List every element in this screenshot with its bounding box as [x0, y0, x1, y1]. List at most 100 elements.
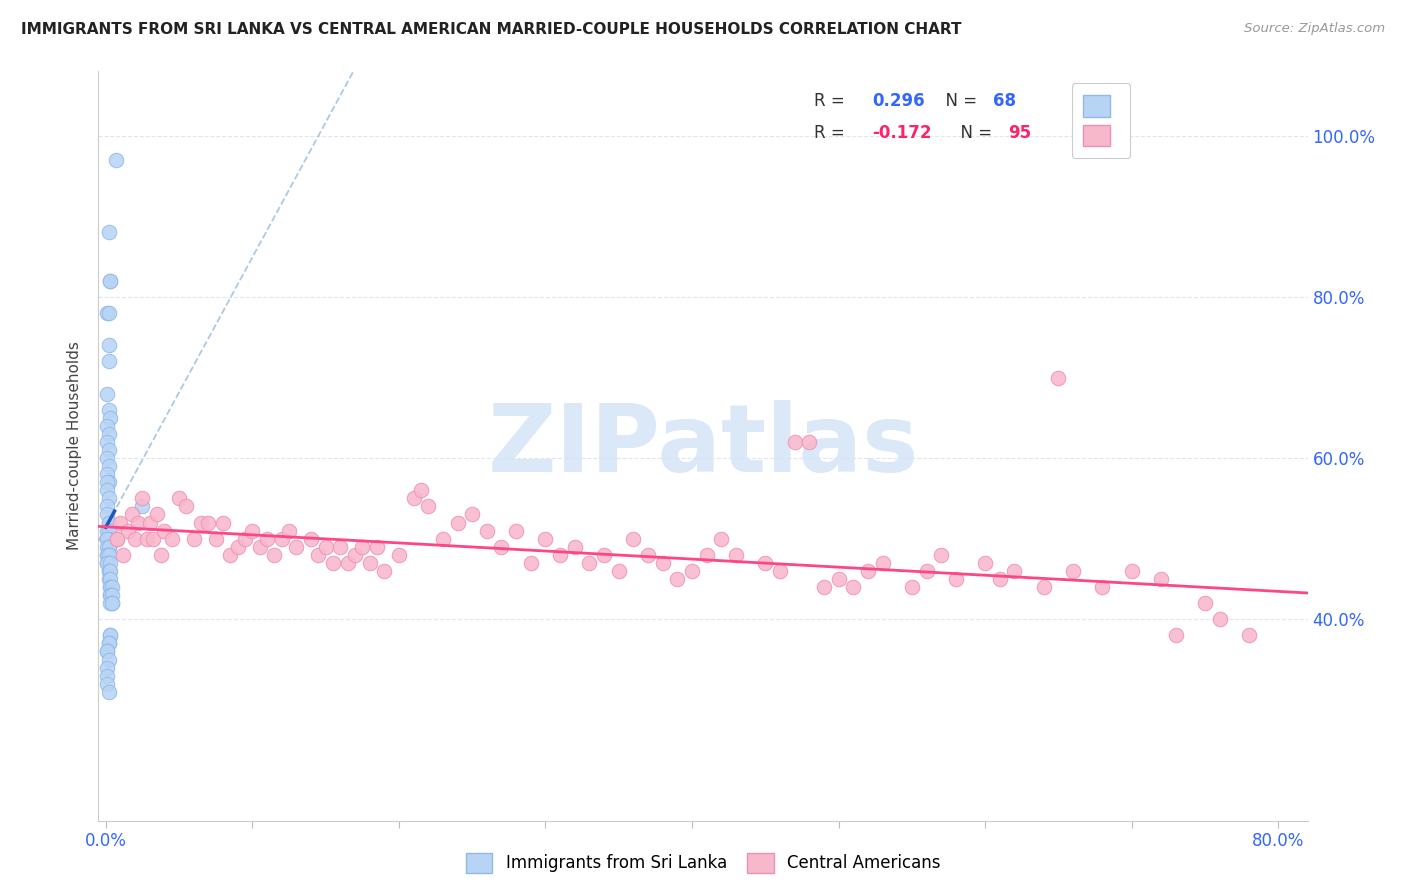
Text: R =: R =: [814, 124, 851, 142]
Point: [98, 628, 121, 642]
Point: [666, 572, 689, 586]
Point: [710, 532, 733, 546]
Point: [96, 475, 118, 490]
Point: [637, 548, 659, 562]
Point: [98, 588, 121, 602]
Point: [1164, 628, 1187, 642]
Point: [534, 532, 557, 546]
Point: [97, 652, 120, 666]
Point: [204, 532, 226, 546]
Legend: Immigrants from Sri Lanka, Central Americans: Immigrants from Sri Lanka, Central Ameri…: [458, 847, 948, 880]
Point: [96, 306, 118, 320]
Point: [100, 596, 122, 610]
Text: -0.172: -0.172: [872, 124, 932, 142]
Point: [373, 564, 395, 578]
Point: [1121, 564, 1143, 578]
Point: [409, 483, 432, 498]
Point: [270, 532, 292, 546]
Point: [131, 500, 153, 514]
Point: [100, 580, 122, 594]
Point: [97, 636, 120, 650]
Point: [299, 532, 322, 546]
Point: [278, 524, 301, 538]
Point: [100, 588, 122, 602]
Point: [97, 572, 120, 586]
Point: [97, 684, 120, 698]
Point: [233, 532, 256, 546]
Point: [100, 596, 122, 610]
Point: [121, 508, 143, 522]
Text: IMMIGRANTS FROM SRI LANKA VS CENTRAL AMERICAN MARRIED-COUPLE HOUSEHOLDS CORRELAT: IMMIGRANTS FROM SRI LANKA VS CENTRAL AME…: [21, 22, 962, 37]
Point: [96, 532, 118, 546]
Point: [352, 540, 374, 554]
Point: [769, 564, 792, 578]
Point: [97, 548, 120, 562]
Point: [96, 508, 118, 522]
Point: [96, 418, 118, 433]
Point: [96, 556, 118, 570]
Point: [96, 548, 118, 562]
Point: [681, 564, 703, 578]
Point: [475, 524, 498, 538]
Point: [131, 491, 153, 506]
Point: [1091, 580, 1114, 594]
Point: [1047, 370, 1070, 384]
Point: [112, 548, 135, 562]
Point: [548, 548, 571, 562]
Text: ZIPatlas: ZIPatlas: [488, 400, 918, 492]
Point: [96, 644, 118, 658]
Point: [263, 548, 285, 562]
Point: [97, 475, 120, 490]
Text: R =: R =: [814, 93, 851, 111]
Point: [96, 548, 118, 562]
Point: [842, 580, 865, 594]
Point: [98, 564, 121, 578]
Point: [153, 524, 176, 538]
Point: [799, 434, 821, 449]
Point: [446, 516, 468, 530]
Text: N =: N =: [949, 124, 997, 142]
Point: [249, 540, 271, 554]
Point: [388, 548, 411, 562]
Point: [621, 532, 644, 546]
Point: [915, 564, 938, 578]
Point: [97, 354, 120, 368]
Point: [491, 540, 513, 554]
Point: [107, 532, 129, 546]
Point: [97, 564, 120, 578]
Point: [813, 580, 835, 594]
Point: [1004, 564, 1026, 578]
Point: [329, 540, 352, 554]
Point: [97, 516, 120, 530]
Point: [98, 556, 121, 570]
Point: [160, 532, 183, 546]
Text: N =: N =: [935, 93, 983, 111]
Point: [98, 580, 121, 594]
Point: [607, 564, 630, 578]
Point: [240, 524, 263, 538]
Point: [183, 532, 205, 546]
Point: [96, 660, 118, 674]
Text: 0.296: 0.296: [872, 93, 925, 111]
Point: [754, 556, 776, 570]
Point: [97, 443, 120, 458]
Point: [96, 540, 118, 554]
Point: [974, 556, 997, 570]
Point: [98, 274, 121, 288]
Point: [901, 580, 924, 594]
Point: [578, 556, 600, 570]
Point: [988, 572, 1011, 586]
Point: [97, 540, 120, 554]
Point: [96, 434, 118, 449]
Point: [96, 556, 118, 570]
Point: [97, 426, 120, 441]
Point: [97, 524, 120, 538]
Point: [97, 491, 120, 506]
Point: [827, 572, 849, 586]
Point: [107, 532, 129, 546]
Point: [96, 644, 118, 658]
Point: [105, 153, 128, 167]
Point: [593, 548, 616, 562]
Point: [98, 274, 121, 288]
Point: [929, 548, 952, 562]
